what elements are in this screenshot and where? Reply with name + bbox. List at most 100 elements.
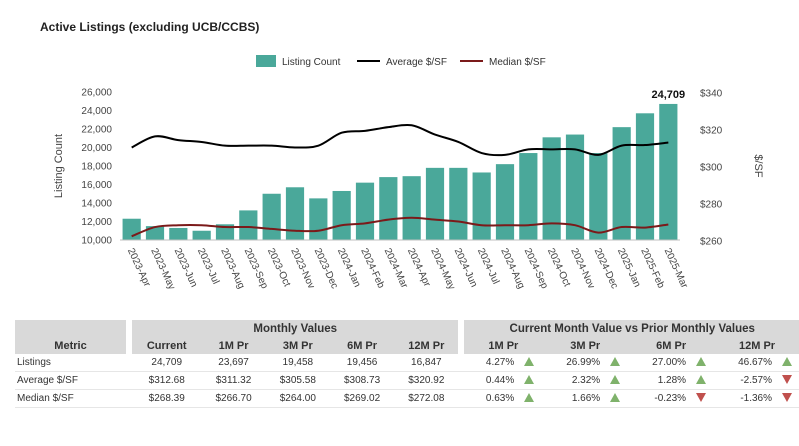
triangle-up-icon [610, 356, 621, 366]
y-tick-label: 14,000 [81, 199, 112, 210]
current-value-cell: 24,709 [132, 354, 202, 372]
change-c6-cell: 27.00% [628, 354, 693, 372]
table-body: Listings 24,709 23,697 19,458 19,456 16,847 4.… [15, 354, 799, 408]
current-value-cell: $268.39 [132, 389, 202, 408]
y-tick-label: 12,000 [81, 217, 112, 228]
bar [332, 190, 351, 240]
bar [612, 127, 631, 240]
triangle-up-icon [696, 356, 707, 366]
y2-tick-label: $300 [700, 163, 723, 174]
group-header-monthly: Monthly Values [132, 320, 459, 337]
change-c6-arrow-cell [692, 371, 715, 390]
bar [449, 167, 468, 240]
change-c1-cell: 0.44% [464, 371, 521, 390]
bar [472, 172, 491, 240]
change-c3-cell: 2.32% [542, 371, 607, 390]
change-c3-arrow-cell [606, 354, 629, 372]
bar [519, 153, 538, 240]
bar [262, 193, 281, 240]
change-c3-arrow-cell [606, 389, 629, 408]
triangle-up-icon [524, 392, 535, 402]
bar [309, 198, 328, 240]
triangle-up-icon [782, 356, 792, 366]
prior-1m-cell: $266.70 [201, 389, 266, 408]
prior-6m-cell: 19,456 [329, 354, 395, 372]
change-c1-cell: 0.63% [464, 389, 521, 408]
col-cmp-6m: 6M Pr [628, 337, 715, 354]
change-c6-cell: 1.28% [628, 371, 693, 390]
bar-data-label: 24,709 [652, 89, 686, 101]
bar [355, 182, 375, 240]
change-c6-arrow-cell [692, 354, 715, 372]
triangle-up-icon [610, 374, 621, 384]
metric-name-cell: Median $/SF [15, 389, 126, 408]
y-tick-label: 24,000 [81, 106, 112, 117]
change-c12-cell: 46.67% [714, 354, 778, 372]
col-current: Current [132, 337, 202, 354]
bar [169, 227, 188, 240]
y-tick-label: 18,000 [81, 162, 112, 173]
prior-12m-cell: 16,847 [394, 354, 459, 372]
table-group-header: Monthly Values Current Month Value vs Pr… [15, 320, 799, 337]
col-6m: 6M Pr [329, 337, 395, 354]
triangle-up-icon [524, 374, 535, 384]
change-c6-cell: -0.23% [628, 389, 693, 408]
change-c3-arrow-cell [606, 371, 629, 390]
prior-3m-cell: $264.00 [265, 389, 330, 408]
prior-1m-cell: $311.32 [201, 371, 266, 390]
triangle-down-icon [782, 392, 792, 402]
combo-chart: 10,000 12,000 14,000 16,000 18,000 20,000 22,0… [53, 55, 764, 292]
group-header-compare: Current Month Value vs Prior Monthly Val… [464, 320, 799, 337]
bar [425, 167, 445, 240]
col-3m: 3M Pr [265, 337, 330, 354]
change-c1-arrow-cell [520, 354, 543, 372]
bar [589, 153, 608, 240]
bar [285, 187, 305, 240]
bar [379, 177, 398, 240]
y2-tick-label: $340 [700, 89, 723, 100]
y-tick-label: 22,000 [81, 125, 112, 136]
y2-tick-label: $280 [700, 200, 723, 211]
legend-label-median-psf: Median $/SF [489, 57, 546, 68]
median-psf-line [131, 216, 669, 238]
bar [402, 176, 421, 240]
triangle-up-icon [524, 356, 535, 366]
triangle-up-icon [610, 392, 621, 402]
col-1m: 1M Pr [201, 337, 266, 354]
legend-label-average-psf: Average $/SF [386, 57, 447, 68]
table-column-header: Metric Current 1M Pr 3M Pr 6M Pr 12M Pr … [15, 337, 799, 354]
prior-3m-cell: $305.58 [265, 371, 330, 390]
x-tick-label: 2023-Apr [125, 247, 153, 290]
change-c12-arrow-cell [778, 354, 799, 372]
bar [192, 230, 211, 240]
change-c12-arrow-cell [778, 389, 799, 408]
y-tick-label: 20,000 [81, 143, 112, 154]
triangle-down-icon [696, 392, 707, 402]
y-tick-label: 16,000 [81, 180, 112, 191]
group-header-blank [15, 320, 126, 337]
bar [145, 226, 165, 240]
col-12m: 12M Pr [394, 337, 459, 354]
prior-12m-cell: $272.08 [394, 389, 459, 408]
change-c12-arrow-cell [778, 371, 799, 390]
current-value-cell: $312.68 [132, 371, 202, 390]
y-tick-label: 10,000 [81, 236, 112, 247]
legend-label-listing-count: Listing Count [282, 57, 341, 68]
bar [542, 137, 561, 240]
y-axis-title: Listing Count [53, 134, 65, 198]
col-metric: Metric [15, 337, 126, 354]
triangle-up-icon [696, 374, 707, 384]
triangle-down-icon [782, 374, 792, 384]
y-tick-label: 26,000 [81, 88, 112, 99]
prior-1m-cell: 23,697 [201, 354, 266, 372]
col-cmp-3m: 3M Pr [542, 337, 629, 354]
x-tick-label: 2024-Nov [568, 247, 596, 291]
bar [565, 134, 585, 240]
prior-3m-cell: 19,458 [265, 354, 330, 372]
bar [659, 103, 678, 241]
change-c1-arrow-cell [520, 389, 543, 408]
prior-6m-cell: $308.73 [329, 371, 395, 390]
table-row: Median $/SF $268.39 $266.70 $264.00 $269.02 $… [15, 389, 799, 408]
x-tick-label: 2023-Jul [195, 247, 221, 286]
y2-axis-title: $/SF [752, 154, 764, 178]
